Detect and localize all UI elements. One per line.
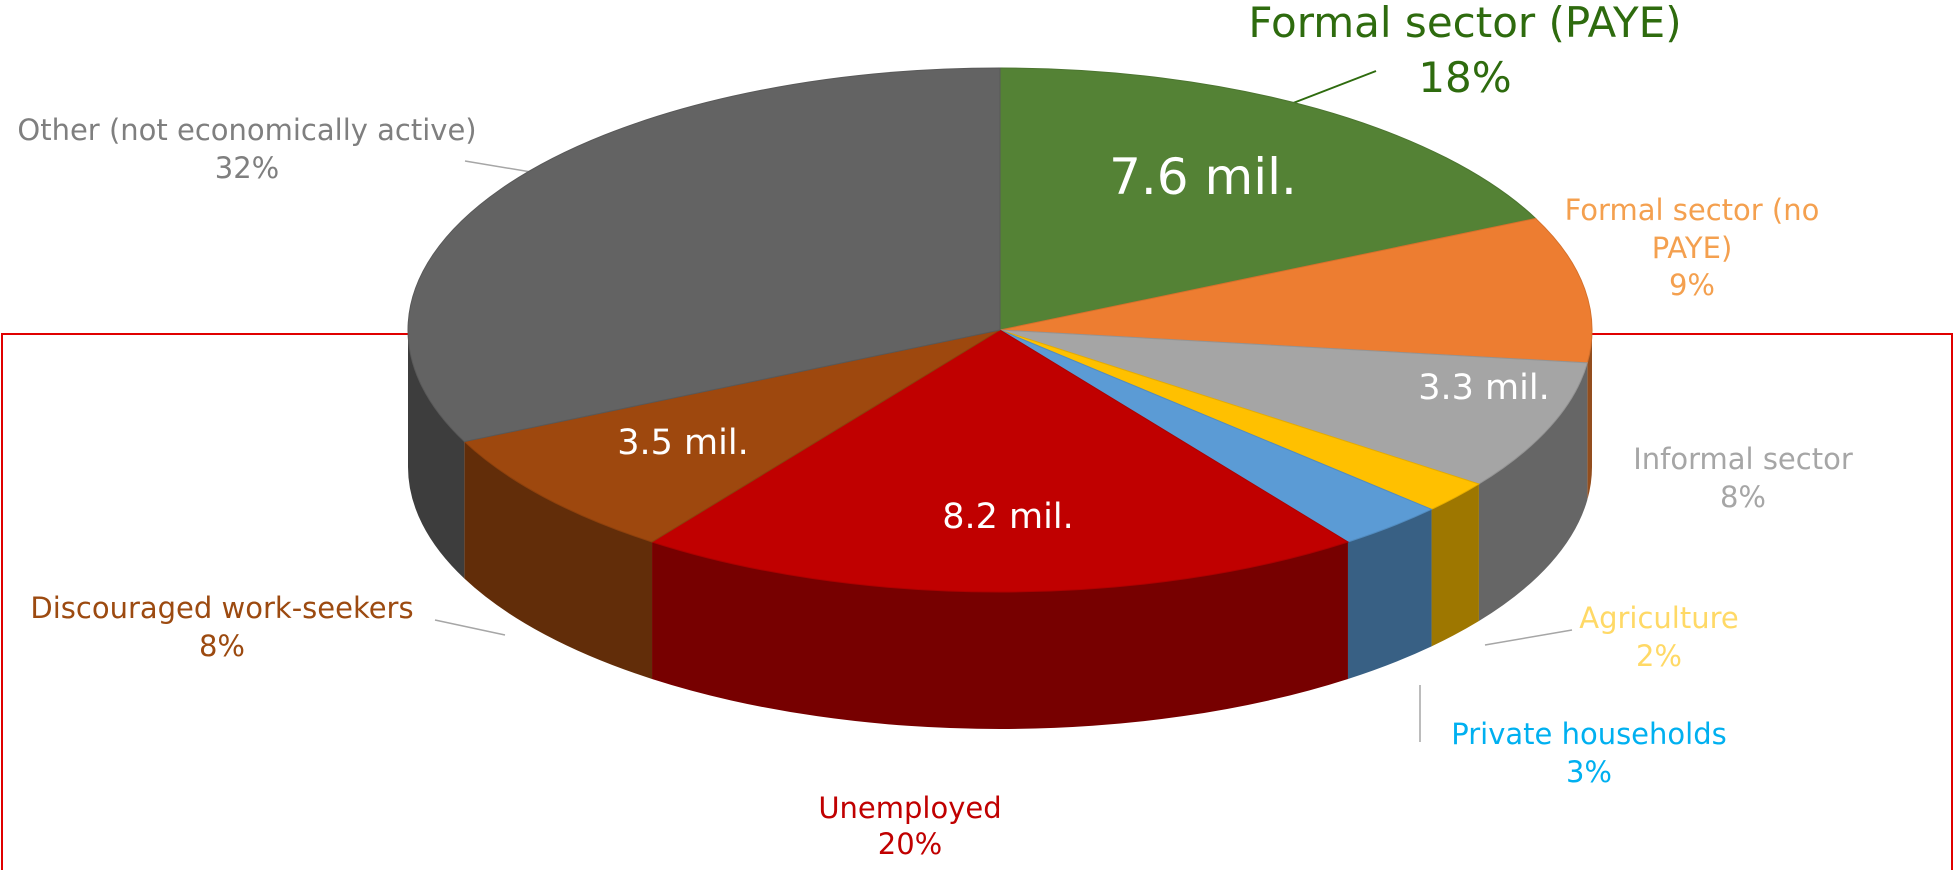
category-label: Other (not economically active) <box>17 113 477 147</box>
value-label: 8% <box>1719 479 1766 514</box>
value-label: 32% <box>214 150 280 185</box>
data-label: Unemployed 20% <box>780 790 1040 863</box>
slice-side <box>408 330 465 579</box>
slice <box>650 329 1350 593</box>
data-label: Formal sector (PAYE) 18% <box>1205 0 1725 105</box>
leader-line <box>434 619 506 636</box>
category-label: Formal sector (PAYE) <box>1248 0 1682 47</box>
slice <box>999 67 1537 331</box>
value-label: 18% <box>1418 52 1512 102</box>
data-label: Agriculture 2% <box>1529 600 1789 675</box>
category-label: Unemployed <box>818 791 1002 825</box>
slice-side <box>652 541 1348 730</box>
inner-label: 3.3 mil. <box>1418 368 1550 408</box>
leader-line <box>1484 629 1573 646</box>
leader-line <box>1287 70 1377 106</box>
slice <box>407 67 1001 443</box>
value-label: 3% <box>1565 754 1612 789</box>
data-label: Formal sector (no PAYE) 9% <box>1552 192 1832 305</box>
data-label: Informal sector 8% <box>1593 441 1893 516</box>
slice-side <box>1587 330 1592 500</box>
inner-label: 7.6 mil. <box>1109 148 1297 206</box>
slice <box>463 329 1001 543</box>
category-label: Discouraged work-seekers <box>30 591 414 625</box>
data-label: Other (not economically active) 32% <box>0 112 507 187</box>
data-label: Private households 3% <box>1429 716 1749 791</box>
slice <box>999 217 1593 364</box>
value-label: 8% <box>198 628 245 663</box>
slice-side <box>1431 483 1479 647</box>
category-label: Formal sector (no PAYE) <box>1564 193 1820 265</box>
value-label: 20% <box>877 827 943 862</box>
value-label: 2% <box>1635 638 1682 673</box>
category-label: Informal sector <box>1633 442 1853 476</box>
slice <box>999 329 1588 485</box>
slice-side <box>464 441 653 679</box>
category-label: Agriculture <box>1579 601 1739 635</box>
category-label: Private households <box>1451 717 1727 751</box>
slice-side <box>1347 509 1432 679</box>
slice-side <box>1478 362 1588 621</box>
inner-label: 8.2 mil. <box>942 497 1074 537</box>
data-label: Discouraged work-seekers 8% <box>2 590 442 665</box>
value-label: 9% <box>1668 268 1715 303</box>
inner-label: 3.5 mil. <box>617 423 749 463</box>
